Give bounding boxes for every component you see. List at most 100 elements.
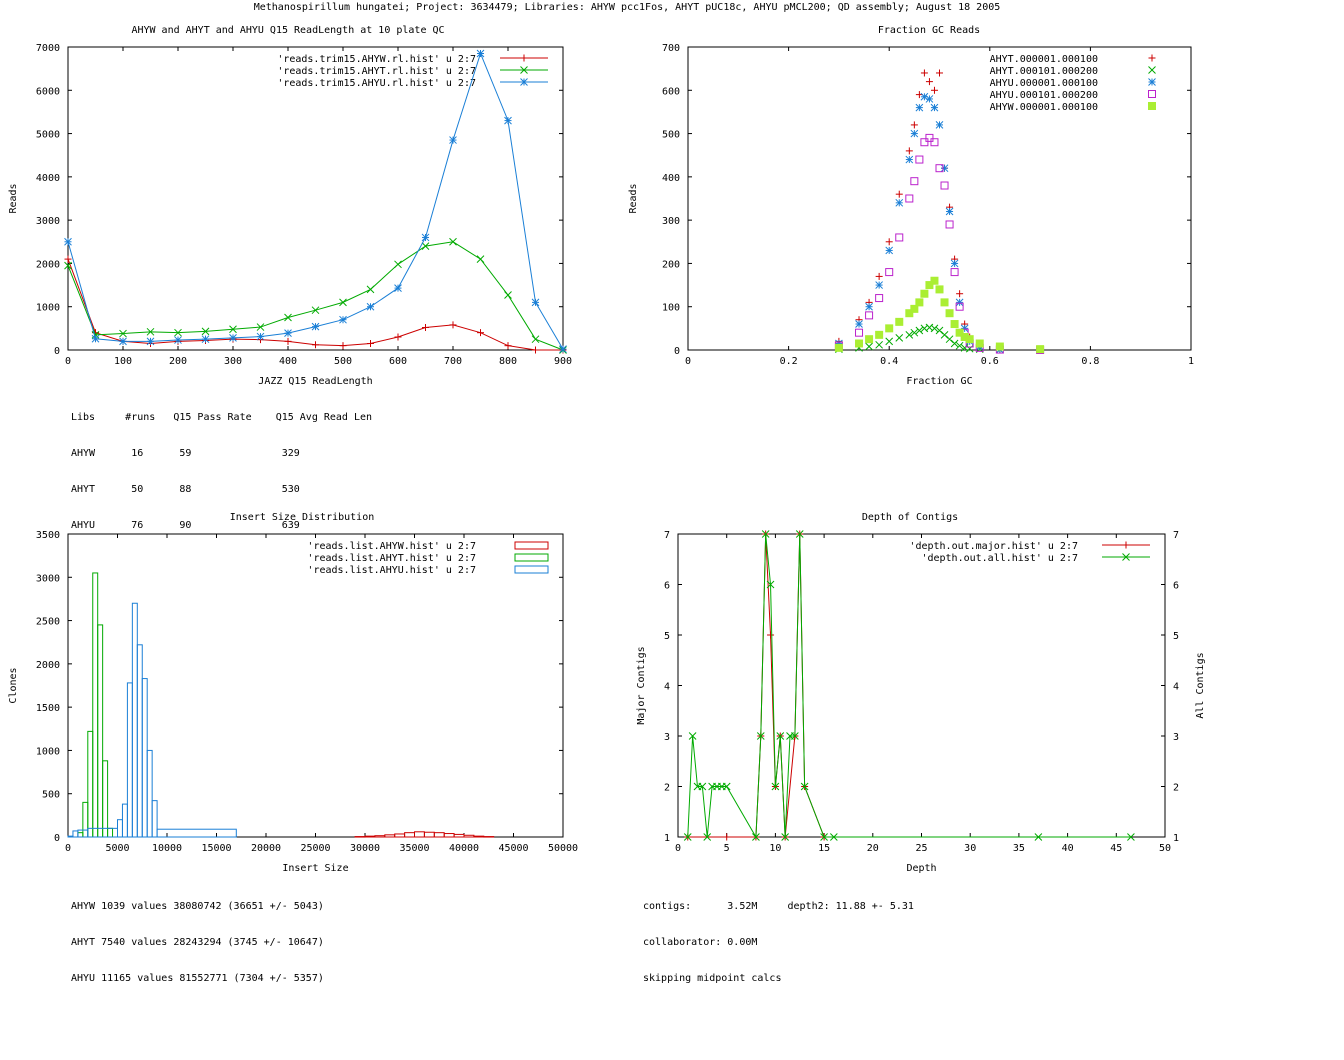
data-point	[339, 298, 347, 307]
stats-row: AHYU 76 90 639	[71, 520, 300, 531]
data-point	[64, 255, 72, 263]
data-point	[795, 530, 804, 538]
data-point	[366, 302, 375, 311]
data-point	[935, 285, 944, 294]
legend-label: 'reads.trim15.AHYU.rl.hist' u 2:7	[277, 78, 476, 89]
data-point	[477, 329, 484, 337]
data-point	[965, 335, 974, 344]
x-tick-label: 20000	[251, 843, 281, 854]
histogram-bar	[394, 833, 406, 838]
data-point	[781, 833, 789, 841]
y-tick-label: 2000	[36, 660, 60, 671]
legend-marker	[1148, 66, 1156, 74]
data-point	[531, 298, 540, 307]
data-point	[532, 346, 539, 354]
stats-row: Libs #runs Q15 Pass Rate Q15 Avg Read Le…	[71, 412, 373, 423]
series-line	[687, 533, 825, 838]
x-tick-label: 35	[1013, 843, 1025, 854]
x-axis-label: Depth	[906, 863, 936, 874]
plot-frame	[67, 46, 564, 351]
y-tick-label: 1000	[36, 746, 60, 757]
stats-row: contigs: 3.52M depth2: 11.88 +- 5.31	[643, 901, 914, 912]
data-point	[201, 335, 210, 344]
data-point	[865, 342, 873, 351]
histogram-bar	[136, 644, 143, 838]
y-tick-label: 500	[42, 790, 60, 801]
chart-title: Fraction GC Reads	[878, 25, 980, 36]
data-point	[723, 833, 731, 841]
data-point	[935, 164, 944, 173]
data-point	[910, 328, 919, 337]
data-point	[905, 147, 913, 155]
data-point	[449, 136, 457, 144]
histogram-bar	[453, 833, 465, 838]
data-point	[905, 194, 914, 203]
y2-tick-label: 7	[1173, 530, 1179, 541]
x-tick-label: 5	[724, 843, 730, 854]
legend-label: AHYT.000101.000200	[990, 66, 1098, 77]
data-point	[910, 121, 918, 129]
data-point	[449, 237, 457, 246]
data-point	[865, 311, 874, 320]
legend-marker	[1148, 90, 1156, 98]
histogram-bar	[92, 572, 99, 838]
y-tick-label: 5	[664, 631, 670, 642]
data-point	[920, 289, 929, 298]
x-axis-label: Insert Size	[282, 863, 348, 874]
x-tick-label: 40	[1062, 843, 1074, 854]
data-point	[366, 285, 375, 294]
histogram-bar	[126, 682, 133, 838]
data-point	[756, 732, 765, 740]
legend-swatch	[514, 541, 549, 550]
x-tick-label: 50000	[548, 843, 578, 854]
x-tick-label: 15000	[201, 843, 231, 854]
data-point	[531, 335, 540, 344]
y-tick-label: 3000	[36, 216, 60, 227]
y2-axis-label: All Contigs	[1195, 652, 1206, 718]
x-tick-label: 0	[65, 356, 71, 367]
data-point	[339, 315, 347, 324]
data-point	[930, 324, 939, 333]
legend-label: 'reads.trim15.AHYT.rl.hist' u 2:7	[277, 66, 476, 77]
y-tick-label: 500	[662, 130, 680, 141]
data-point	[895, 317, 904, 326]
y2-tick-label: 6	[1173, 581, 1179, 592]
data-point	[955, 298, 964, 307]
legend-label: 'reads.list.AHYW.hist' u 2:7	[307, 541, 476, 552]
legend-swatch	[514, 553, 549, 562]
data-point	[940, 298, 949, 307]
data-point	[767, 631, 775, 639]
data-point	[119, 329, 127, 338]
y-tick-label: 200	[662, 259, 680, 270]
y2-tick-label: 4	[1173, 682, 1179, 693]
data-point	[367, 340, 374, 348]
histogram-bar	[374, 835, 386, 838]
histogram-bar	[433, 832, 445, 838]
legend-label: AHYU.000001.000100	[990, 78, 1098, 89]
histogram-bar	[151, 800, 158, 838]
data-point	[875, 272, 883, 280]
data-point	[1036, 345, 1045, 354]
data-point	[476, 49, 485, 58]
histogram-bar	[77, 832, 84, 838]
data-point	[935, 121, 944, 129]
histogram-bar	[82, 801, 89, 838]
legend-label: 'reads.list.AHYT.hist' u 2:7	[307, 553, 476, 564]
data-point	[800, 782, 809, 791]
y-tick-label: 2	[664, 783, 670, 794]
y-tick-label: 300	[662, 216, 680, 227]
data-point	[895, 198, 904, 207]
data-point	[229, 325, 237, 334]
data-point	[885, 337, 894, 346]
data-point	[910, 177, 919, 186]
y-axis-label: Clones	[8, 667, 19, 703]
legend-label: 'reads.trim15.AHYW.rl.hist' u 2:7	[277, 54, 476, 65]
histogram-bar	[404, 832, 416, 838]
plot-frame	[677, 533, 1166, 838]
data-point	[930, 86, 938, 94]
data-point	[885, 268, 894, 277]
legend-marker	[1122, 541, 1130, 549]
x-tick-label: 200	[169, 356, 187, 367]
data-point	[925, 78, 933, 86]
data-point	[284, 313, 292, 322]
